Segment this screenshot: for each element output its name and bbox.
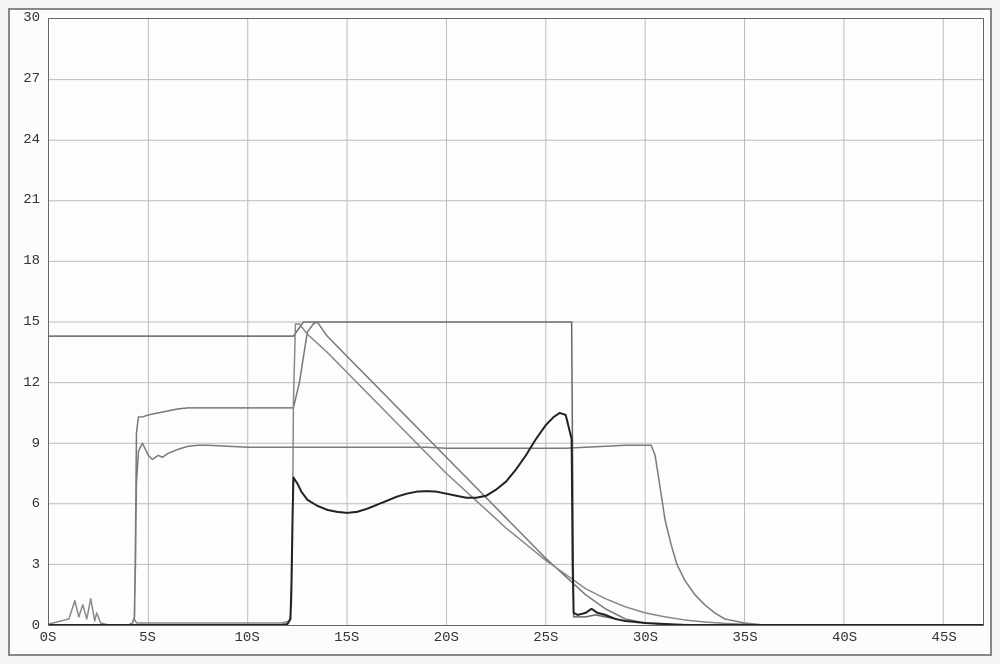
y-tick-label: 3: [10, 557, 40, 573]
y-tick-label: 24: [10, 132, 40, 148]
x-tick-label: 30S: [633, 630, 658, 646]
x-tick-label: 40S: [832, 630, 857, 646]
plot-area: [48, 18, 984, 626]
x-tick-label: 0S: [40, 630, 57, 646]
y-tick-label: 6: [10, 496, 40, 512]
chart-frame: 0 3 6 9 12 15 18 21 24 27 30 0S 5S 10S 15S 20S 25S 30S 35S…: [8, 8, 992, 656]
x-tick-label: 15S: [334, 630, 359, 646]
x-tick-label: 10S: [235, 630, 260, 646]
y-tick-label: 0: [10, 618, 40, 634]
y-tick-label: 15: [10, 314, 40, 330]
line-decay-long: [49, 324, 983, 625]
y-tick-label: 30: [10, 10, 40, 26]
y-tick-label: 9: [10, 436, 40, 452]
x-tick-label: 35S: [732, 630, 757, 646]
x-tick-label: 25S: [533, 630, 558, 646]
y-tick-label: 18: [10, 253, 40, 269]
y-tick-label: 21: [10, 192, 40, 208]
line-flat-top: [49, 322, 983, 625]
x-tick-label: 45S: [932, 630, 957, 646]
x-tick-label: 5S: [139, 630, 156, 646]
chart-svg: [49, 19, 983, 625]
x-tick-label: 20S: [434, 630, 459, 646]
line-ramp-mid: [49, 322, 983, 625]
y-tick-label: 27: [10, 71, 40, 87]
line-dark-burst: [49, 413, 983, 625]
y-tick-label: 12: [10, 375, 40, 391]
